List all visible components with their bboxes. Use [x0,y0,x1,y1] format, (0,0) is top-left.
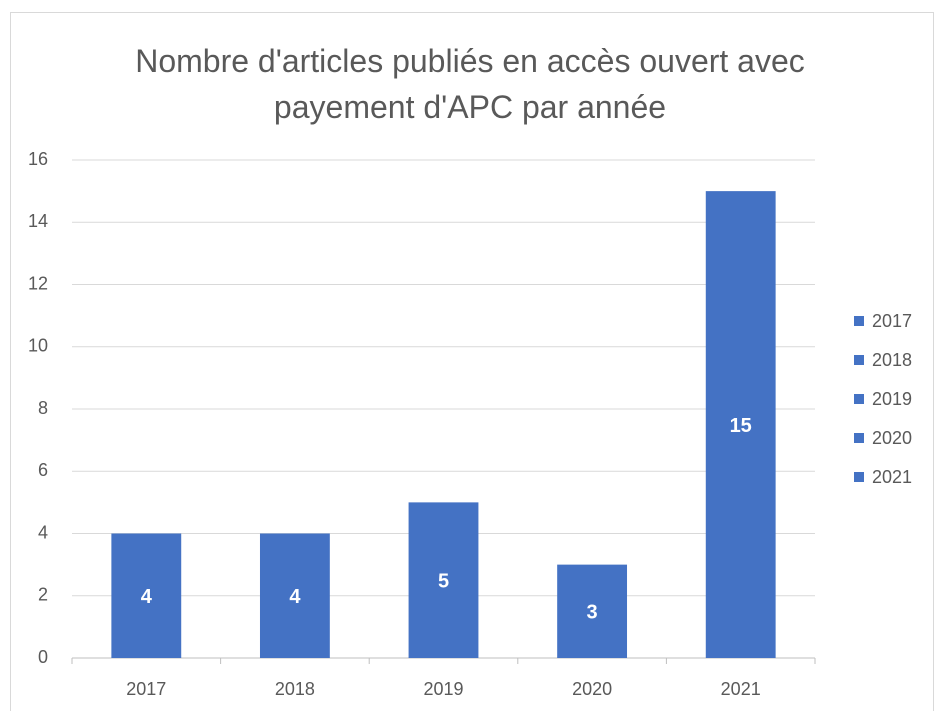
x-tick-label: 2018 [275,679,315,699]
legend-label: 2018 [872,350,912,370]
y-tick-label: 6 [38,460,48,480]
data-label: 3 [587,602,598,624]
legend-label: 2019 [872,389,912,409]
legend-swatch [854,394,864,404]
legend-label: 2021 [872,467,912,487]
data-label: 4 [141,586,153,608]
y-tick-label: 12 [28,273,48,293]
bar [259,533,330,658]
x-tick-label: 2020 [572,679,612,699]
chart-frame [10,12,934,711]
y-tick-label: 4 [38,522,48,542]
legend-swatch [854,472,864,482]
legend-swatch [854,433,864,443]
y-tick-label: 14 [28,211,48,231]
legend-swatch [854,316,864,326]
bar [111,533,182,658]
y-tick-label: 16 [28,149,48,169]
x-tick-label: 2021 [721,679,761,699]
legend-swatch [854,355,864,365]
data-label: 4 [289,586,301,608]
y-tick-label: 0 [38,647,48,667]
y-tick-label: 2 [38,585,48,605]
legend-label: 2017 [872,311,912,331]
x-tick-label: 2019 [423,679,463,699]
bar [705,191,776,658]
bar [557,564,628,658]
legend-label: 2020 [872,428,912,448]
y-tick-label: 8 [38,398,48,418]
data-label: 15 [730,415,752,437]
y-tick-label: 10 [28,336,48,356]
chart-title: Nombre d'articles publiés en accès ouver… [135,43,805,125]
data-label: 5 [438,570,449,592]
x-tick-label: 2017 [126,679,166,699]
bar [408,502,479,658]
